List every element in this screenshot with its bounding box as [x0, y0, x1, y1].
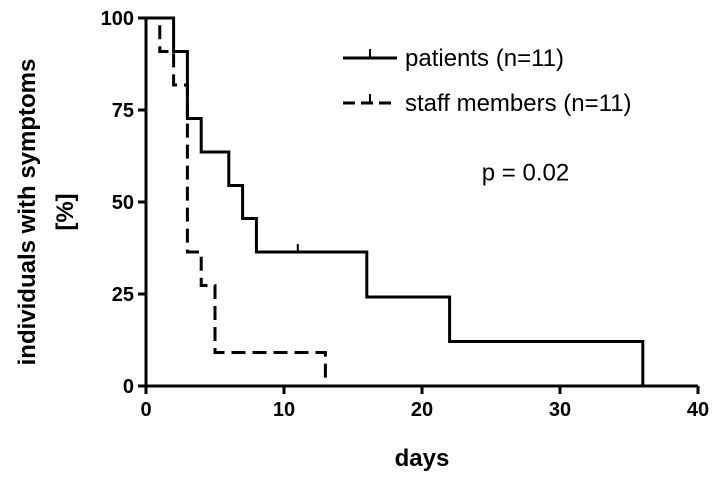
x-tick-label: 40	[687, 399, 709, 421]
x-tick-label: 30	[549, 399, 571, 421]
legend-label-0: patients (n=11)	[405, 45, 564, 72]
y-axis-title: individuals with symptoms [%]	[14, 59, 79, 366]
y-tick-label: 100	[101, 8, 134, 30]
p-value-annotation: p = 0.02	[482, 160, 569, 187]
x-tick-label: 10	[273, 399, 295, 421]
series-line-1	[146, 16, 327, 386]
series-layer	[146, 16, 645, 386]
y-axis-title-line-2: [%]	[52, 193, 79, 230]
y-tick-label: 25	[112, 284, 134, 306]
x-tick-label: 0	[140, 399, 151, 421]
legend-label-1: staff members (n=11)	[405, 90, 632, 117]
legend: patients (n=11) staff members (n=11)	[343, 45, 632, 117]
axes: 0 10 20 30 40 0 25 50 75 100	[101, 8, 710, 421]
x-tick-label: 20	[411, 399, 433, 421]
y-tick-label: 50	[112, 192, 134, 214]
series-line-0	[146, 16, 645, 386]
x-axis-title: days	[395, 445, 450, 472]
y-axis-title-line-1: individuals with symptoms	[14, 59, 41, 366]
y-tick-label: 75	[112, 100, 134, 122]
y-tick-label: 0	[123, 376, 134, 398]
